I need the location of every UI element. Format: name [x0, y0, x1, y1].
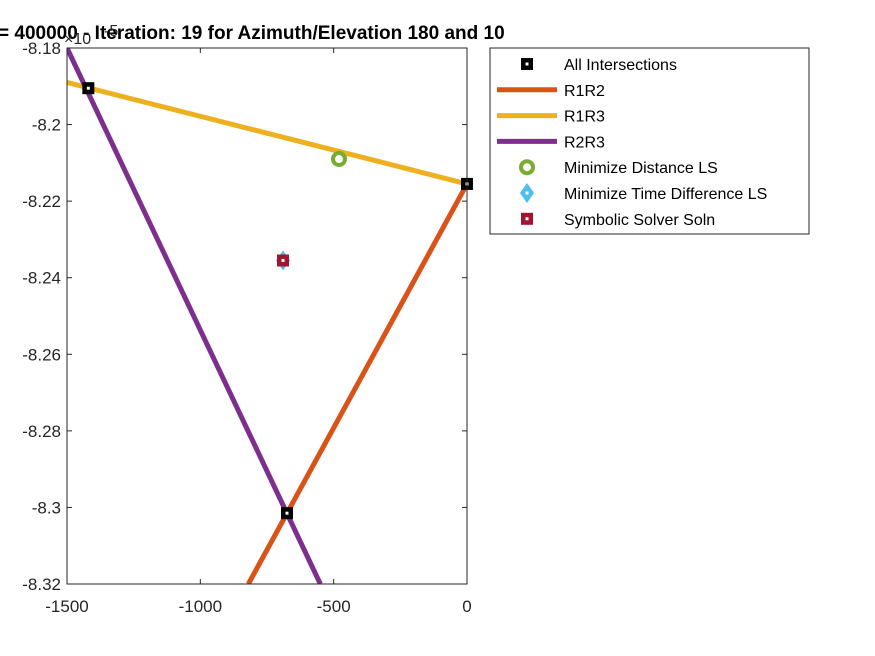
series-line-r1r3 [67, 80, 467, 187]
x-tick-label: -1500 [45, 597, 88, 616]
legend-swatch-dot [525, 217, 529, 221]
y-tick-label: -8.24 [22, 269, 61, 288]
axes-box [66, 47, 468, 585]
data-point-symbolic-solver-soln-dot [281, 258, 285, 262]
legend-swatch-dot [525, 62, 529, 66]
data-point-minimize-distance-ls [331, 151, 347, 168]
legend-swatch [519, 159, 535, 176]
data-point-all-intersections [281, 507, 293, 520]
legend-label: R1R3 [564, 109, 605, 126]
legend-item-all-intersections: All Intersections [521, 57, 677, 74]
axes-background [67, 48, 467, 584]
legend-swatch [520, 183, 534, 203]
y-tick-label: -8.28 [22, 422, 61, 441]
y-exponent-label: ×10 [64, 31, 91, 48]
data-point-all-intersections-dot [285, 511, 289, 515]
legend-item-r1r2: R1R2 [497, 83, 605, 100]
legend-label: R1R2 [564, 83, 605, 100]
x-tick-label: -1000 [179, 597, 222, 616]
y-tick-label: -8.2 [32, 116, 61, 135]
y-tick-label: -8.18 [22, 39, 61, 58]
legend-swatch-dot [525, 191, 529, 195]
y-tick-label: -8.3 [32, 498, 61, 517]
x-tick-label: 0 [462, 597, 471, 616]
y-axis-ticks: -8.32 -8.3 -8.28 -8.26 -8.24 -8.22 -8.2 -8.18 [22, 39, 467, 594]
y-tick-label: -8.26 [22, 345, 61, 364]
legend-item-r2r3: R2R3 [497, 134, 605, 151]
series-line-r2r3 [67, 48, 323, 584]
y-exponent-power: -5 [104, 23, 118, 40]
legend-item-r1r3: R1R3 [497, 109, 605, 126]
legend-item-minimize-time-difference-ls: Minimize Time Difference LS [520, 183, 767, 203]
legend: All Intersections R1R2 R1R3 R2R3 Minimize Di… [489, 47, 810, 235]
legend-label: Minimize Distance LS [564, 160, 718, 177]
legend-swatch-shape [519, 159, 535, 176]
x-tick-label: -500 [317, 597, 351, 616]
data-point-symbolic-solver-soln [277, 254, 289, 267]
data-point-all-intersections [82, 82, 95, 95]
legend-item-minimize-distance-ls: Minimize Distance LS [519, 159, 718, 177]
legend-label: All Intersections [564, 57, 677, 74]
legend-item-symbolic-solver-soln: Symbolic Solver Soln [521, 212, 715, 229]
marker-layer [82, 82, 473, 520]
y-tick-label: -8.22 [22, 192, 61, 211]
legend-swatch [521, 212, 533, 225]
y-tick-label: -8.32 [22, 575, 61, 594]
legend-label: Symbolic Solver Soln [564, 212, 715, 229]
legend-label: R2R3 [564, 134, 605, 151]
legend-label: Minimize Time Difference LS [564, 186, 767, 203]
x-axis-ticks: -1500 -1000 -500 0 [45, 48, 472, 616]
chart-title: = 400000 - Iteration: 19 for Azimuth/Ele… [0, 23, 505, 44]
plot-area: -1500 -1000 -500 0 -8.32 -8.3 -8.28 -8.26 -8.24… [22, 39, 473, 616]
data-point-minimize-distance-ls-shape [331, 151, 347, 168]
data-point-all-intersections-dot [86, 86, 90, 90]
legend-swatch [521, 58, 533, 70]
